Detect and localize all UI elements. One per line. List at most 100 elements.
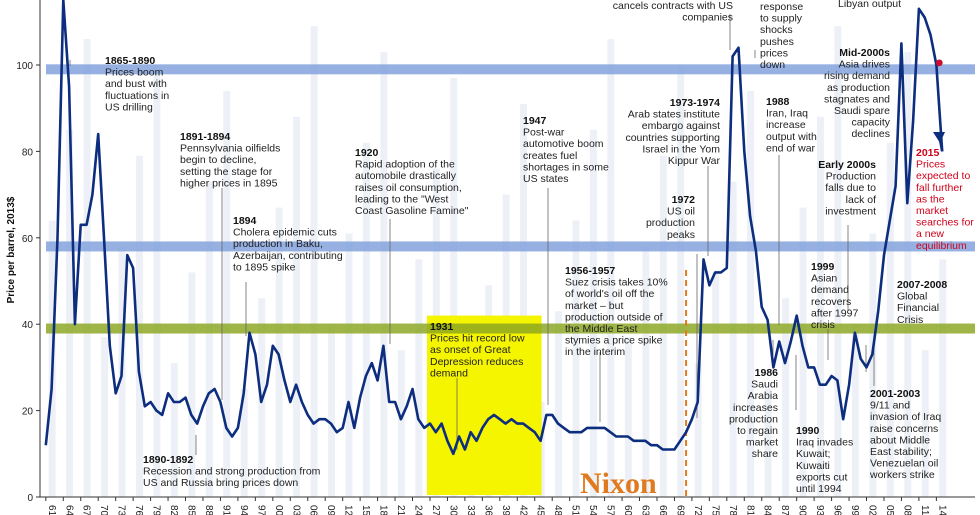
annotation-title: 1972 [672, 194, 696, 206]
annotation-line: cancels contracts with US [613, 0, 733, 12]
annotation-line: demand [430, 367, 468, 379]
annotation-line: setting the stage for [180, 166, 273, 178]
annotation-line: pushes [760, 36, 794, 48]
annotation-title: Early 2000s [818, 159, 876, 171]
annotation-title: 1931 [430, 321, 454, 333]
annotation-line: as production [827, 82, 890, 94]
annotation-line: peaks [667, 229, 695, 241]
background-bar [624, 337, 632, 497]
annotation-line: end of war [766, 142, 816, 154]
annotation-line: production [729, 413, 778, 425]
annotation-title: 1956-1957 [565, 265, 615, 277]
x-tick-label: 76 [133, 505, 144, 515]
annotation-line: embargo against [642, 120, 720, 132]
background-bar [275, 207, 283, 497]
annotation-line: Recession and strong production from [143, 466, 321, 478]
background-bar [764, 389, 772, 497]
x-tick-label: 90 [797, 505, 808, 515]
background-bar [450, 77, 458, 498]
annotation-line: Arab states institute [628, 109, 720, 121]
x-tick-label: 30 [447, 505, 458, 515]
y-tick-label: 0 [27, 493, 33, 504]
annotation-title: 1973-1974 [670, 97, 720, 109]
background-bar [904, 52, 912, 497]
annotation-line: Kuwait; [796, 448, 830, 460]
y-tick-label: 60 [22, 234, 34, 245]
annotation-line: Asian [811, 273, 837, 285]
annotation-fragment-17: Libyan output [838, 0, 901, 10]
annotation-line: countries supporting [625, 132, 720, 144]
x-tick-label: 84 [762, 505, 773, 515]
annotation-line: Rapid adoption of the [355, 159, 455, 171]
annotation-line: declines [851, 128, 890, 140]
x-tick-label: 70 [98, 505, 109, 515]
annotation-line: Prices [916, 159, 945, 171]
x-tick-label: 57 [605, 505, 616, 515]
annotation-line: Production [826, 171, 876, 183]
x-tick-label: 85 [186, 505, 197, 515]
background-bar [101, 337, 109, 497]
annotation-line: creates fuel [523, 150, 577, 162]
x-tick-label: 87 [779, 505, 790, 515]
annotation-title: 1986 [755, 367, 779, 379]
background-bar [729, 181, 737, 497]
y-axis-label: Price per barrel, 2013$ [6, 196, 17, 303]
annotation-line: fluctuations in [105, 90, 169, 102]
annotation-line: share [752, 448, 778, 460]
annotation-line: Saudi spare [834, 105, 890, 117]
background-bar [677, 65, 685, 497]
x-tick-label: 61 [46, 505, 57, 515]
annotation-line: Coast Gasoline Famine" [355, 205, 469, 217]
background-bar [293, 116, 301, 497]
x-tick-label: 93 [814, 505, 825, 515]
x-tick-label: 14 [936, 505, 947, 515]
background-bar [380, 52, 388, 497]
annotation-line: as onset of Great [430, 344, 511, 356]
x-tick-label: 78 [727, 505, 738, 515]
annotation-line: searches for [916, 217, 974, 229]
annotation-line: demand [811, 284, 849, 296]
annotation-line: equilibrium [916, 240, 967, 252]
background-bar [607, 39, 615, 498]
x-tick-label: 09 [325, 505, 336, 515]
annotation-line: a new [916, 228, 944, 240]
forecast-marker [935, 59, 943, 67]
background-bar [205, 181, 213, 497]
annotation-line: workers strike [869, 469, 935, 481]
x-tick-label: 02 [867, 505, 878, 515]
background-bar [223, 90, 231, 498]
background-bar [572, 220, 580, 497]
annotation-line: response [760, 1, 803, 13]
annotation-line: the Middle East [565, 323, 637, 335]
x-tick-label: 12 [343, 505, 354, 515]
annotation-line: Post-war [523, 127, 565, 139]
background-bar [816, 116, 824, 497]
annotation-title: 1894 [233, 215, 257, 227]
background-bar [642, 246, 650, 497]
annotation-line: expected to [916, 170, 970, 182]
background-bar [921, 350, 929, 497]
reference-band [46, 64, 975, 75]
background-bar [83, 39, 91, 498]
x-tick-label: 48 [552, 505, 563, 515]
x-tick-label: 42 [517, 505, 528, 515]
annotation-line: stymies a price spike [565, 335, 663, 347]
background-bar [170, 363, 178, 497]
annotation-line: production in Baku, [233, 238, 323, 250]
annotation-line: prices [760, 47, 788, 59]
x-tick-label: 64 [63, 505, 74, 515]
x-tick-label: 03 [290, 505, 301, 515]
x-tick-label: 72 [692, 505, 703, 515]
annotation-line: output with [766, 131, 817, 143]
background-bar [397, 350, 405, 497]
annotation-line: production [646, 217, 695, 229]
